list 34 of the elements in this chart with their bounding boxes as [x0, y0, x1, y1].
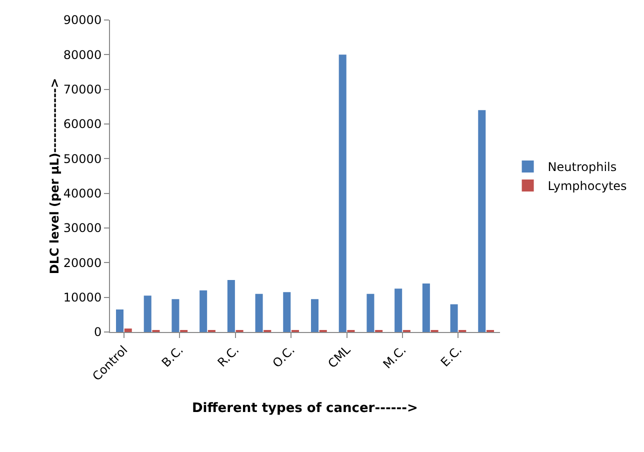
bar: [310, 299, 319, 332]
y-tick-label: 60000: [63, 117, 102, 132]
legend-label: Lymphocytes: [548, 179, 627, 194]
bar: [116, 309, 124, 332]
bar: [172, 299, 180, 332]
bar: [124, 328, 132, 332]
y-tick-label: 90000: [63, 13, 102, 28]
x-tick-label: O.C.: [270, 342, 298, 370]
bar: [366, 294, 374, 332]
bar: [478, 110, 486, 332]
bar: [422, 283, 430, 332]
x-axis-title: Different types of cancer------>: [192, 401, 418, 416]
x-tick-label: CML: [325, 342, 354, 371]
y-axis-title: DLC level (per µL)------------->: [47, 78, 62, 274]
bar: [200, 290, 208, 332]
y-tick-label: 70000: [63, 82, 102, 97]
bar: [394, 288, 402, 332]
x-tick-label: B.C.: [158, 342, 186, 370]
x-tick-label: R.C.: [214, 342, 242, 370]
bar: [144, 296, 152, 332]
x-tick-label: E.C.: [438, 342, 465, 370]
bar: [255, 294, 263, 332]
legend-label: Neutrophils: [548, 160, 617, 174]
bar: [283, 292, 291, 332]
y-tick-label: 10000: [63, 290, 102, 305]
bar: [338, 54, 346, 332]
bar: [450, 304, 458, 332]
y-tick-label: 40000: [63, 186, 102, 201]
bar: [227, 280, 235, 332]
y-tick-label: 20000: [63, 256, 102, 270]
y-tick-label: 50000: [63, 152, 102, 166]
y-tick-label: 80000: [63, 48, 102, 62]
y-tick-label: 0: [94, 325, 102, 340]
y-tick-label: 30000: [63, 221, 102, 236]
